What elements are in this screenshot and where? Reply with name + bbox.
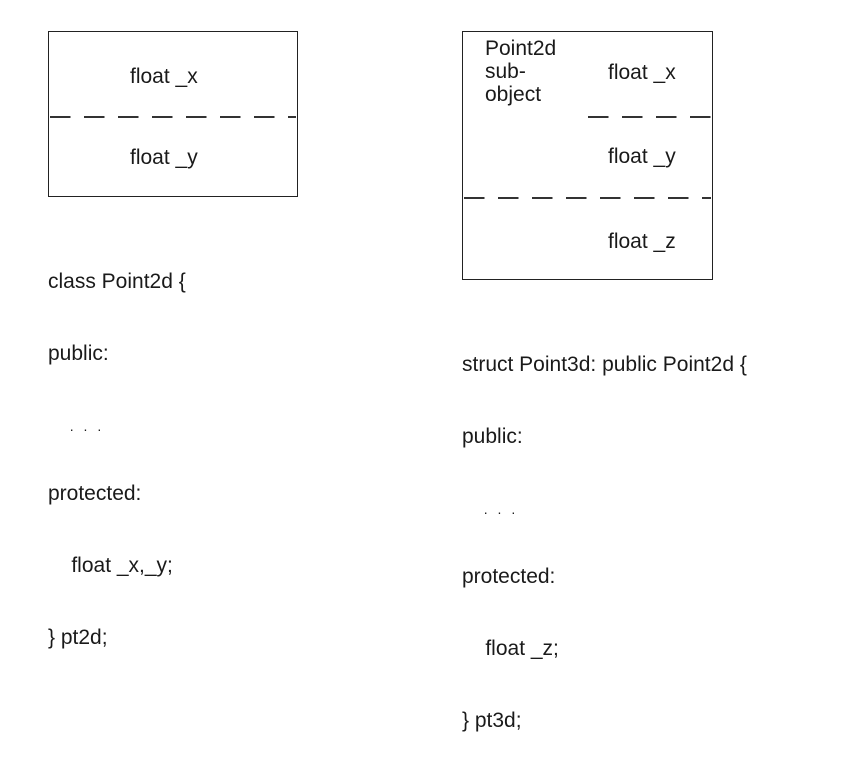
subobject-label-line3: object — [485, 83, 542, 106]
code-line: protected: — [462, 565, 556, 588]
code-line: . . . — [470, 501, 519, 517]
code-line: public: — [462, 425, 523, 448]
subobject-label-line1: Point2d — [485, 37, 557, 60]
code-line: public: — [48, 342, 109, 365]
point3d-field-z: float _z — [608, 230, 676, 253]
code-line: float _z; — [462, 637, 559, 660]
point3d-subobject-divider — [464, 197, 711, 199]
point3d-subobject-inner-divider — [588, 116, 711, 118]
code-line: protected: — [48, 482, 142, 505]
code-line: struct Point3d: public Point2d { — [462, 353, 747, 376]
subobject-label-line2: sub- — [485, 60, 526, 83]
point2d-field-divider — [50, 116, 296, 118]
point3d-field-x: float _x — [608, 61, 676, 84]
point2d-layout-box — [48, 31, 298, 197]
code-line: } pt3d; — [462, 709, 522, 732]
code-line: float _x,_y; — [48, 554, 173, 577]
code-line: class Point2d { — [48, 270, 186, 293]
code-line: } pt2d; — [48, 626, 108, 649]
point2d-code-block: class Point2d { public: . . . protected:… — [48, 222, 186, 674]
point3d-layout-box — [462, 31, 713, 280]
point2d-field-x: float _x — [130, 65, 198, 88]
code-line: . . . — [56, 418, 105, 434]
point3d-field-y: float _y — [608, 145, 676, 168]
point2d-field-y: float _y — [130, 146, 198, 169]
point3d-code-block: struct Point3d: public Point2d { public:… — [462, 305, 747, 757]
